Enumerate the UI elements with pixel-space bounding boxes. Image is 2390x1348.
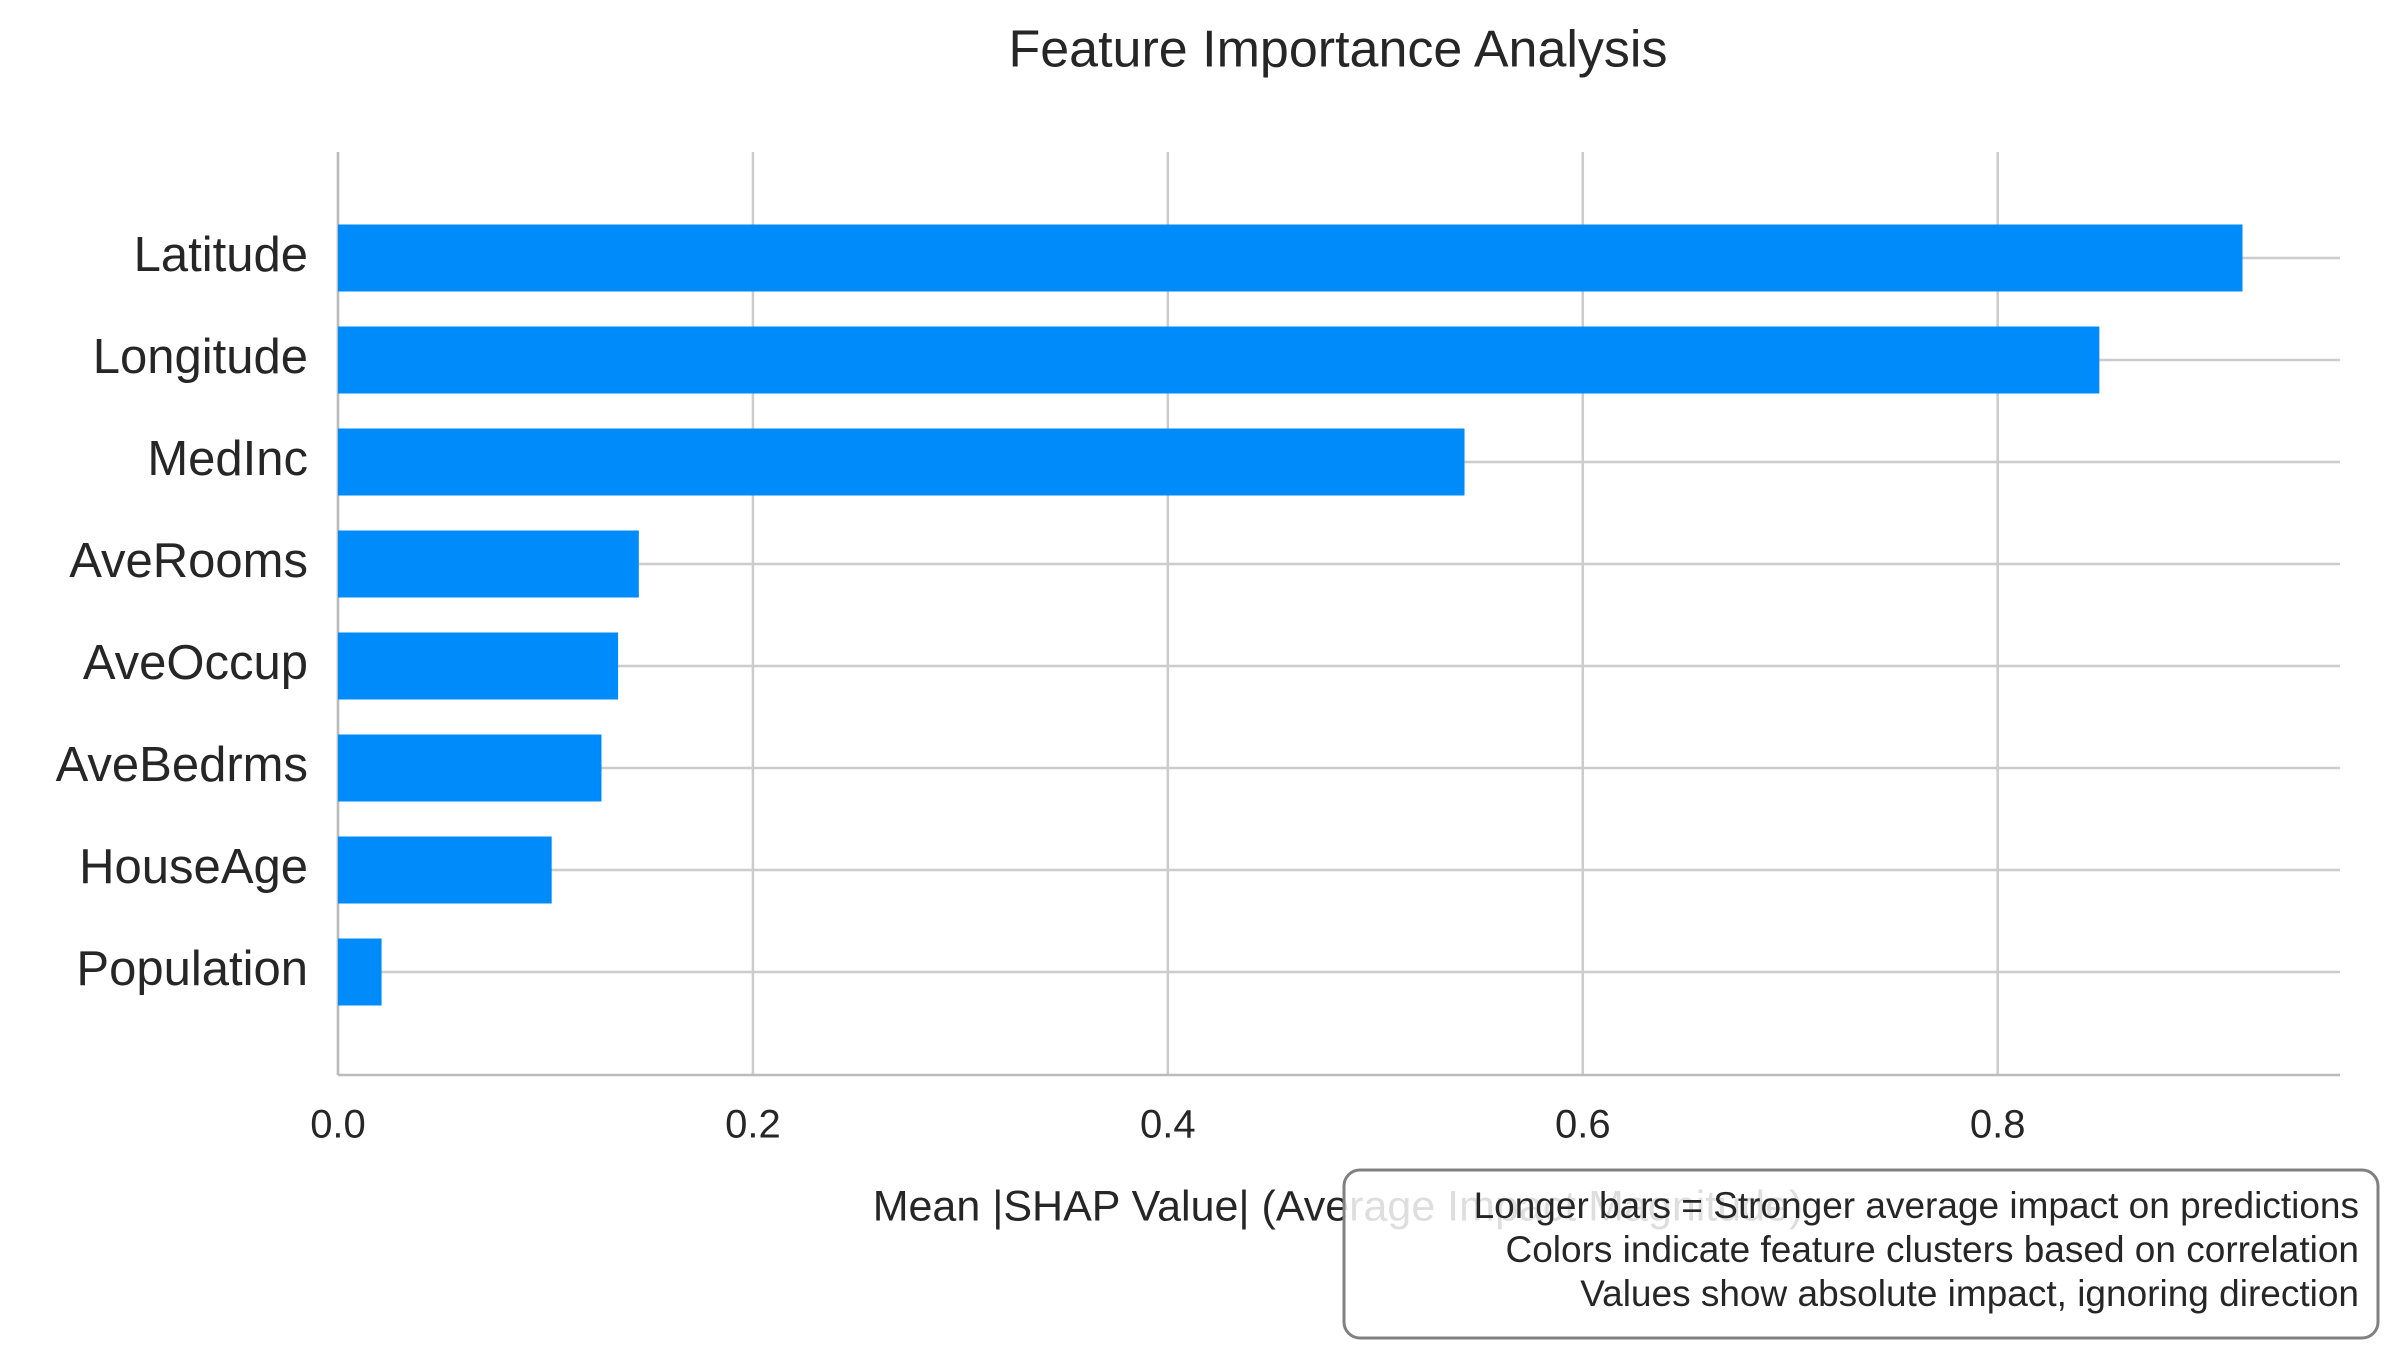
bar: [338, 836, 552, 904]
x-tick-label: 0.6: [1555, 1103, 1611, 1147]
bar: [338, 428, 1465, 496]
bar: [338, 938, 382, 1006]
y-tick-label: AveRooms: [69, 534, 308, 588]
bar: [338, 530, 639, 598]
x-tick-label: 0.2: [725, 1103, 781, 1147]
x-tick-label: 0.0: [310, 1103, 366, 1147]
y-tick-label: MedInc: [147, 432, 308, 486]
bar: [338, 632, 619, 700]
x-tick-label: 0.4: [1140, 1103, 1196, 1147]
annotation-box: [1342, 1168, 2380, 1340]
bar: [338, 326, 2100, 394]
annotation-text: Values show absolute impact, ignoring di…: [1580, 1273, 2359, 1314]
y-tick-label: Population: [76, 942, 308, 996]
annotation-text: Longer bars = Stronger average impact on…: [1474, 1185, 2359, 1226]
bar: [338, 224, 2243, 292]
x-tick-label: 0.8: [1970, 1103, 2026, 1147]
y-tick-label: Longitude: [93, 330, 308, 384]
y-tick-label: AveBedrms: [56, 738, 308, 792]
chart-title: Feature Importance Analysis: [1009, 21, 1668, 79]
bar: [338, 734, 602, 802]
annotation-text: Colors indicate feature clusters based o…: [1505, 1229, 2359, 1270]
y-tick-label: Latitude: [134, 228, 308, 282]
y-tick-label: HouseAge: [79, 840, 308, 894]
y-tick-label: AveOccup: [83, 636, 308, 690]
